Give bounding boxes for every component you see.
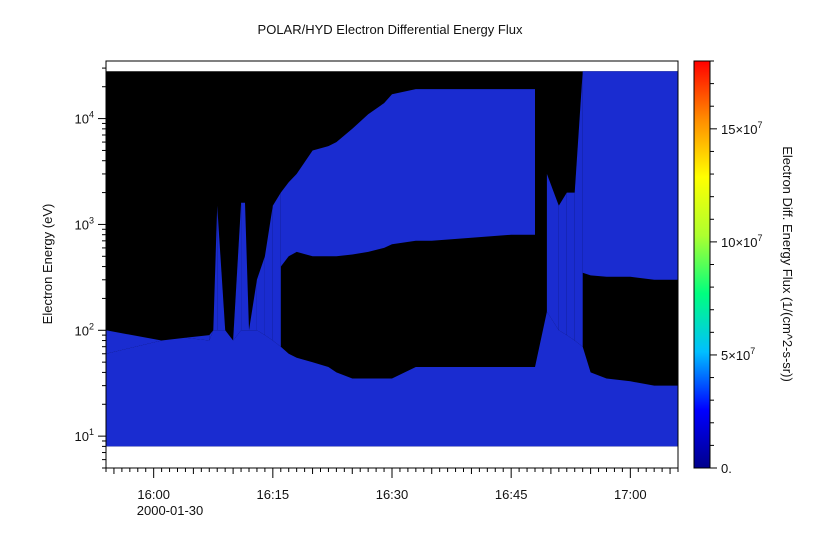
x-tick-label: 16:45 [495, 487, 528, 502]
flux-spike [185, 335, 210, 341]
flux-spike [106, 330, 162, 354]
x-axis: 16:00 16:15 16:30 16:45 17:00 [105, 468, 679, 502]
y-axis: 101 102 103 104 [75, 67, 106, 469]
data-layer [106, 71, 678, 447]
colorbar-axis: 0. 5×107 10×107 15×107 [710, 60, 763, 476]
flux-spike [241, 202, 245, 331]
y-tick-label: 104 [75, 110, 94, 127]
colorbar-tick-label: 5×107 [721, 346, 755, 363]
flux-spike [566, 192, 575, 341]
x-tick-label: 16:30 [376, 487, 409, 502]
flux-spike [574, 71, 583, 347]
x-tick-label: 16:15 [257, 487, 290, 502]
y-tick-label: 103 [75, 215, 94, 232]
x-date-label: 2000-01-30 [137, 503, 204, 518]
x-tick-label: 16:00 [137, 487, 170, 502]
flux-spike [256, 256, 265, 336]
lower-energy-band [106, 311, 678, 447]
colorbar-tick-label: 10×107 [721, 233, 763, 250]
upper-energy-band [280, 89, 535, 267]
colorbar-label: Electron Diff. Energy Flux (1/(cm^2-s-sr… [780, 146, 795, 382]
flux-spike [558, 192, 567, 336]
y-tick-label: 102 [75, 321, 94, 338]
flux-spike [272, 192, 281, 347]
flux-spike [217, 205, 226, 331]
y-axis-label: Electron Energy (eV) [40, 204, 55, 325]
colorbar [693, 60, 711, 469]
x-tick-label: 17:00 [614, 487, 647, 502]
flux-spike [213, 205, 218, 331]
chart-title: POLAR/HYD Electron Differential Energy F… [258, 22, 523, 37]
flux-spike [249, 279, 257, 331]
upper-energy-band [582, 71, 678, 280]
flux-spike [233, 202, 242, 341]
flux-spike [245, 202, 249, 331]
flux-spike [264, 205, 273, 341]
flux-spike [546, 173, 559, 331]
plot-area [105, 60, 679, 469]
y-tick-label: 101 [75, 427, 94, 444]
flux-spike [209, 330, 214, 341]
colorbar-tick-label: 15×107 [721, 120, 763, 137]
colorbar-tick-label: 0. [721, 461, 732, 476]
